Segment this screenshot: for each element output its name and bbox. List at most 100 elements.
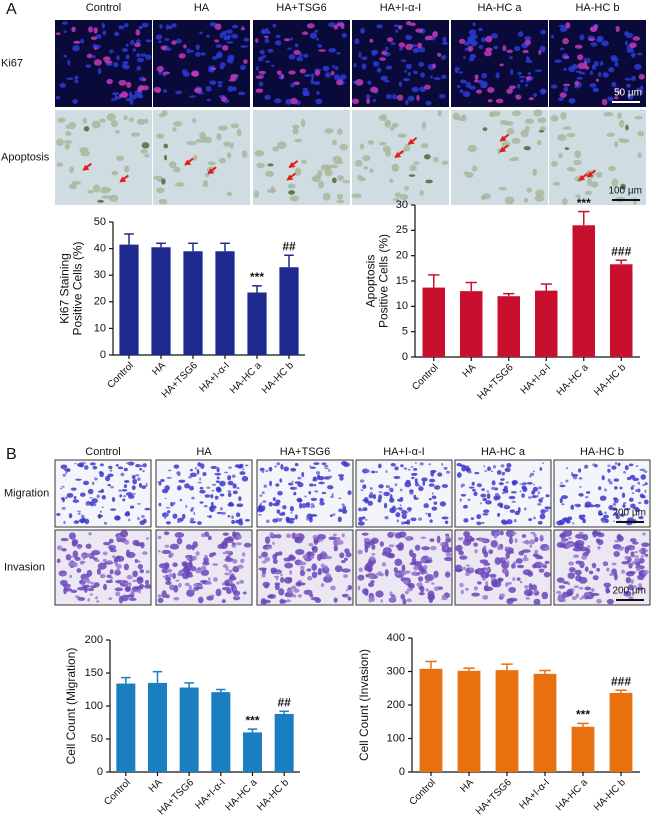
cell (168, 161, 177, 169)
cell (280, 576, 285, 583)
cell (432, 156, 439, 163)
cell (144, 584, 152, 589)
cell (559, 47, 565, 51)
cell (525, 596, 531, 600)
micrograph (155, 529, 253, 606)
cell (276, 70, 282, 76)
cell (165, 594, 170, 599)
micrograph (253, 110, 351, 205)
cell (197, 521, 202, 525)
cell (419, 47, 426, 53)
cell (167, 576, 172, 582)
cell (426, 556, 433, 560)
cell (409, 492, 414, 495)
cell (194, 466, 198, 470)
cell (153, 86, 162, 93)
cell (224, 550, 231, 555)
cell (228, 569, 233, 574)
cell (265, 31, 271, 34)
cell (557, 97, 564, 102)
cell (74, 556, 81, 561)
cell (482, 513, 489, 516)
cell (108, 465, 113, 470)
cell (145, 54, 152, 60)
cell (534, 69, 542, 72)
cell (618, 119, 625, 128)
y-tick-label: 10 (94, 322, 106, 334)
cell (106, 560, 113, 563)
cell (488, 549, 494, 555)
cell (287, 47, 293, 50)
cell (275, 483, 280, 487)
cell (76, 568, 82, 573)
cell (629, 538, 637, 543)
cell (468, 470, 472, 474)
cell (204, 136, 213, 144)
cell (79, 492, 86, 497)
arrow-head (119, 176, 127, 183)
cell (262, 500, 267, 503)
cell (476, 521, 482, 526)
cell (502, 568, 508, 574)
cell (378, 463, 382, 469)
cell (612, 502, 617, 506)
cell (434, 586, 439, 592)
cell (55, 95, 61, 100)
cell (459, 89, 464, 93)
cell (369, 491, 373, 496)
cell (215, 498, 218, 501)
cell (362, 507, 368, 512)
cell (509, 56, 513, 60)
cell (178, 53, 186, 59)
cell (644, 470, 648, 473)
cell (226, 152, 232, 159)
cell (211, 489, 215, 492)
cell (268, 466, 273, 472)
significance-label: ## (282, 239, 296, 253)
cell (641, 542, 650, 548)
cell (355, 79, 364, 86)
cell (186, 555, 191, 561)
cell (190, 517, 195, 522)
cell (367, 500, 373, 506)
cell (132, 478, 138, 485)
cell (516, 564, 525, 569)
cell (478, 79, 484, 85)
cell (115, 591, 121, 597)
cell (185, 504, 188, 508)
cell (135, 29, 141, 36)
cell (559, 497, 563, 504)
cell (610, 54, 617, 61)
cell (551, 160, 558, 167)
cell (205, 581, 212, 585)
cell (310, 506, 313, 509)
cell (106, 78, 113, 85)
cell (454, 67, 460, 71)
cell (473, 491, 478, 497)
cell (111, 497, 116, 502)
cell (132, 579, 138, 583)
cell (236, 503, 244, 508)
cell (231, 519, 236, 525)
cell (524, 35, 532, 41)
cell (167, 477, 173, 479)
cell (61, 548, 67, 552)
cell (306, 23, 315, 29)
cell (219, 32, 224, 39)
cell (596, 567, 601, 572)
cell (409, 22, 416, 27)
cell (357, 549, 363, 555)
cell (224, 572, 231, 576)
cell (169, 584, 175, 590)
cell (167, 469, 172, 472)
cell (424, 580, 430, 584)
cell (413, 561, 423, 565)
cell (599, 61, 604, 66)
cell (301, 471, 305, 478)
cell (499, 530, 504, 536)
cell (421, 121, 426, 130)
cell (301, 31, 309, 36)
cell (221, 582, 226, 586)
cell (309, 555, 315, 560)
cell (490, 33, 499, 39)
